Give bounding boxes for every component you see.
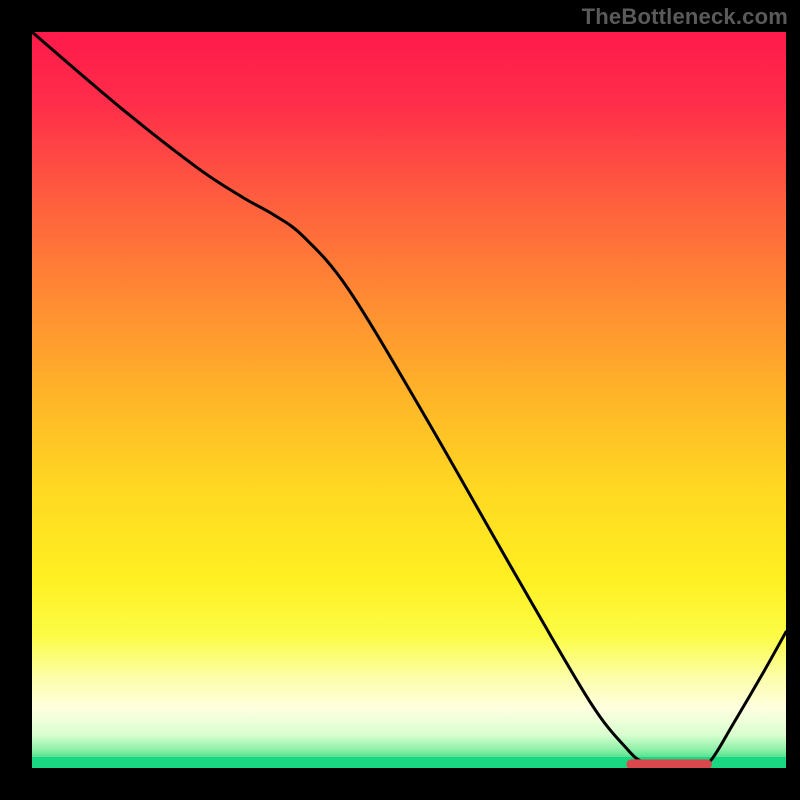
bottleneck-curve bbox=[32, 32, 786, 767]
chart-container: TheBottleneck.com bbox=[0, 0, 800, 800]
plot-area bbox=[32, 32, 786, 768]
watermark-text: TheBottleneck.com bbox=[582, 4, 788, 30]
curve-overlay bbox=[32, 32, 786, 768]
